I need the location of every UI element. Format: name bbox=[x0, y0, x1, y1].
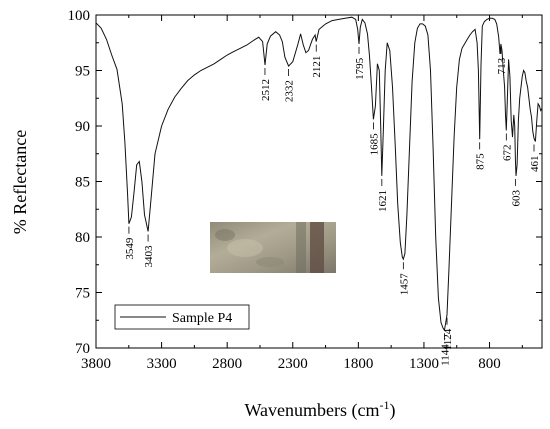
y-tick-label: 75 bbox=[75, 286, 90, 302]
peak-label: 2332 bbox=[284, 80, 296, 102]
x-tick-label: 1800 bbox=[343, 356, 373, 372]
x-tick-label: 3300 bbox=[147, 356, 177, 372]
peak-label: 2512 bbox=[260, 79, 272, 101]
y-tick-label: 85 bbox=[75, 175, 90, 191]
peak-annotations: 3549 3403 2512 2332 2121 1795 1685 1621 1457 1144… bbox=[124, 44, 541, 366]
peak-label: 1621 bbox=[377, 190, 389, 212]
peak-annotation: 461 bbox=[529, 144, 541, 173]
series-line-sample-p4 bbox=[96, 16, 542, 332]
peak-annotation: 1795 bbox=[354, 46, 366, 80]
y-tick-label: 100 bbox=[68, 8, 91, 24]
x-tick-label: 1300 bbox=[409, 356, 439, 372]
peak-annotation: 713 bbox=[496, 46, 508, 74]
x-tick-label: 3800 bbox=[81, 356, 111, 372]
peak-label: 713 bbox=[496, 57, 508, 74]
peak-annotation: 3549 bbox=[124, 226, 136, 260]
x-axis-title-sup: -1 bbox=[380, 398, 390, 412]
peak-annotation: 2121 bbox=[311, 44, 323, 78]
y-tick-label: 90 bbox=[75, 119, 90, 135]
y-tick-label: 80 bbox=[75, 230, 90, 246]
peak-label: 1685 bbox=[368, 133, 380, 156]
peak-annotation: 1124 bbox=[442, 317, 454, 350]
y-axis: 70 75 80 85 90 95 100 bbox=[68, 8, 542, 357]
peak-label: 3549 bbox=[124, 237, 136, 260]
peak-label: 1795 bbox=[354, 57, 366, 80]
y-axis-title: % Reflectance bbox=[10, 130, 30, 234]
x-axis-title-close: ) bbox=[390, 400, 396, 421]
peak-label: 461 bbox=[529, 156, 541, 173]
peak-annotation: 1457 bbox=[398, 262, 410, 295]
inset-sample-photo bbox=[210, 222, 336, 273]
legend-label: Sample P4 bbox=[172, 311, 232, 326]
peak-annotation: 2332 bbox=[284, 69, 296, 102]
peak-label: 2121 bbox=[311, 56, 323, 78]
x-axis-title: Wavenumbers (cm-1) bbox=[245, 398, 396, 421]
peak-annotation: 2512 bbox=[260, 67, 272, 101]
peak-annotation: 1144 bbox=[439, 333, 451, 366]
peak-label: 603 bbox=[510, 189, 522, 206]
peak-annotation: 1685 bbox=[368, 122, 380, 155]
x-tick-label: 2300 bbox=[278, 356, 308, 372]
peak-annotation: 1621 bbox=[377, 178, 389, 212]
x-tick-label: 800 bbox=[478, 356, 501, 372]
x-axis: 3800 3300 2800 2300 1800 1300 800 bbox=[81, 15, 523, 372]
y-tick-label: 70 bbox=[75, 341, 90, 357]
peak-label: 3403 bbox=[143, 245, 155, 268]
peak-annotation: 672 bbox=[501, 133, 513, 161]
y-tick-label: 95 bbox=[75, 64, 90, 80]
x-tick-label: 2800 bbox=[212, 356, 242, 372]
peak-label: 672 bbox=[501, 144, 513, 161]
legend: Sample P4 bbox=[114, 304, 250, 330]
x-axis-title-main: Wavenumbers (cm bbox=[245, 400, 380, 421]
peak-label: 1144 bbox=[439, 344, 451, 366]
peak-label: 1457 bbox=[398, 273, 410, 296]
peak-label: 875 bbox=[475, 153, 487, 170]
peak-annotation: 3403 bbox=[143, 234, 155, 267]
peak-label: 1124 bbox=[442, 328, 454, 350]
peak-annotation: 603 bbox=[510, 178, 522, 206]
peak-annotation: 875 bbox=[475, 142, 487, 170]
